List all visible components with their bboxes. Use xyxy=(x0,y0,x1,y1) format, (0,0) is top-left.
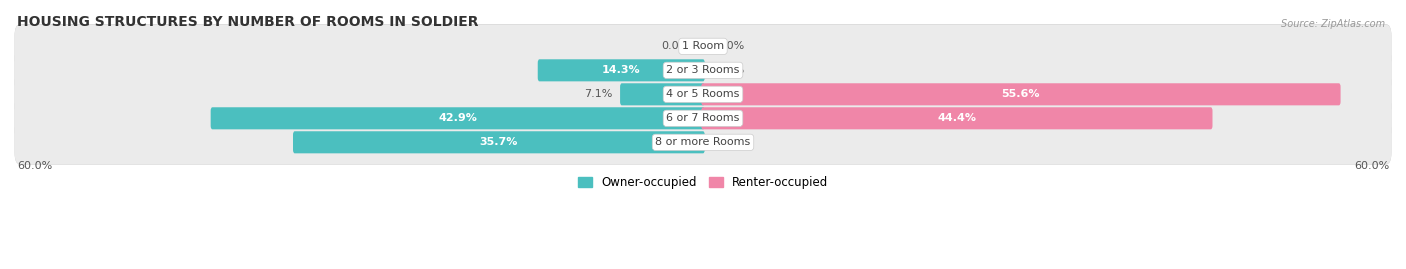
Text: 0.0%: 0.0% xyxy=(661,41,689,51)
Text: 0.0%: 0.0% xyxy=(717,41,745,51)
FancyBboxPatch shape xyxy=(14,121,1392,164)
FancyBboxPatch shape xyxy=(14,48,1392,93)
FancyBboxPatch shape xyxy=(537,59,704,81)
Text: 1 Room: 1 Room xyxy=(682,41,724,51)
Text: Source: ZipAtlas.com: Source: ZipAtlas.com xyxy=(1281,19,1385,29)
FancyBboxPatch shape xyxy=(14,120,1392,165)
Text: HOUSING STRUCTURES BY NUMBER OF ROOMS IN SOLDIER: HOUSING STRUCTURES BY NUMBER OF ROOMS IN… xyxy=(17,15,478,29)
FancyBboxPatch shape xyxy=(14,72,1392,116)
Text: 6 or 7 Rooms: 6 or 7 Rooms xyxy=(666,113,740,123)
Text: 35.7%: 35.7% xyxy=(479,137,517,147)
FancyBboxPatch shape xyxy=(14,72,1392,117)
Text: 0.0%: 0.0% xyxy=(717,137,745,147)
Text: 14.3%: 14.3% xyxy=(602,65,641,75)
FancyBboxPatch shape xyxy=(14,24,1392,69)
FancyBboxPatch shape xyxy=(620,83,704,105)
Text: 0.0%: 0.0% xyxy=(717,65,745,75)
FancyBboxPatch shape xyxy=(14,96,1392,141)
FancyBboxPatch shape xyxy=(292,131,704,153)
Text: 44.4%: 44.4% xyxy=(938,113,976,123)
FancyBboxPatch shape xyxy=(14,24,1392,68)
Text: 60.0%: 60.0% xyxy=(17,161,52,171)
Legend: Owner-occupied, Renter-occupied: Owner-occupied, Renter-occupied xyxy=(572,172,834,194)
FancyBboxPatch shape xyxy=(702,83,1340,105)
Text: 42.9%: 42.9% xyxy=(439,113,477,123)
FancyBboxPatch shape xyxy=(14,48,1392,92)
FancyBboxPatch shape xyxy=(14,97,1392,140)
Text: 8 or more Rooms: 8 or more Rooms xyxy=(655,137,751,147)
Text: 2 or 3 Rooms: 2 or 3 Rooms xyxy=(666,65,740,75)
Text: 60.0%: 60.0% xyxy=(1354,161,1389,171)
FancyBboxPatch shape xyxy=(702,107,1212,129)
Text: 7.1%: 7.1% xyxy=(585,89,613,99)
Text: 55.6%: 55.6% xyxy=(1001,89,1040,99)
Text: 4 or 5 Rooms: 4 or 5 Rooms xyxy=(666,89,740,99)
FancyBboxPatch shape xyxy=(211,107,704,129)
